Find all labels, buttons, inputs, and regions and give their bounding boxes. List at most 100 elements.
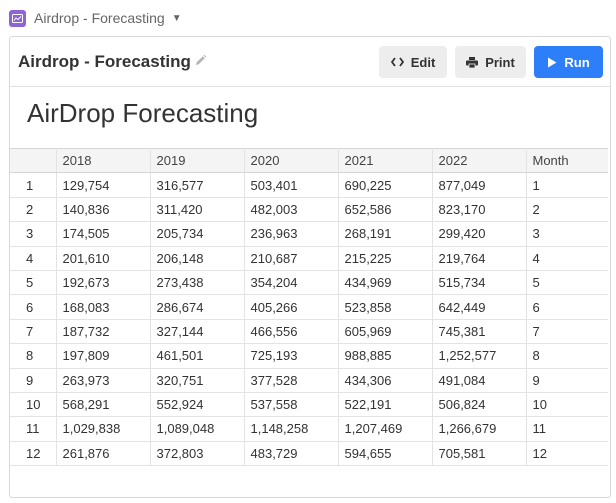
table-cell: 1,029,838 xyxy=(56,416,151,442)
report-block: Airdrop - Forecasting Edit xyxy=(9,36,611,498)
month-cell: 7 xyxy=(526,319,608,345)
table-cell: 197,809 xyxy=(56,343,151,369)
table-cell: 1,148,258 xyxy=(244,416,339,442)
table-cell: 192,673 xyxy=(56,270,151,296)
table-cell: 594,655 xyxy=(338,441,433,467)
table-cell: 210,687 xyxy=(244,246,339,271)
edit-button[interactable]: Edit xyxy=(379,46,447,78)
table-cell: 168,083 xyxy=(56,294,151,320)
table-cell: 466,556 xyxy=(244,319,339,345)
table-row: 1 129,754 316,577 503,401 690,225 877,04… xyxy=(10,172,608,198)
row-index-cell: 11 xyxy=(10,416,57,442)
row-index-cell: 7 xyxy=(10,319,57,345)
row-index-cell: 10 xyxy=(10,392,57,418)
table-row: 3 174,505 205,734 236,963 268,191 299,42… xyxy=(10,221,608,247)
table-cell: 725,193 xyxy=(244,343,339,369)
column-header-2018: 2018 xyxy=(56,147,151,174)
row-index-cell: 6 xyxy=(10,294,57,320)
month-cell: 4 xyxy=(526,246,608,271)
table-row: 6 168,083 286,674 405,266 523,858 642,44… xyxy=(10,294,608,320)
table-cell: 320,751 xyxy=(150,368,245,393)
table-cell: 482,003 xyxy=(244,197,339,223)
table-cell: 129,754 xyxy=(56,172,151,198)
block-header: Airdrop - Forecasting Edit xyxy=(10,37,610,87)
table-cell: 823,170 xyxy=(432,197,527,223)
table-cell: 605,969 xyxy=(338,319,433,345)
table-cell: 877,049 xyxy=(432,172,527,198)
table-cell: 1,252,577 xyxy=(432,343,527,369)
table-cell: 268,191 xyxy=(338,221,433,247)
app-topbar: Airdrop - Forecasting ▼ xyxy=(0,0,616,36)
table-cell: 491,084 xyxy=(432,368,527,393)
month-cell: 6 xyxy=(526,294,608,320)
play-icon xyxy=(547,57,557,68)
row-index-cell: 9 xyxy=(10,368,57,393)
table-cell: 483,729 xyxy=(244,441,339,467)
table-row: 11 1,029,838 1,089,048 1,148,258 1,207,4… xyxy=(10,416,608,442)
chevron-down-icon[interactable]: ▼ xyxy=(171,12,182,24)
app-title[interactable]: Airdrop - Forecasting xyxy=(34,10,165,26)
table-cell: 537,558 xyxy=(244,392,339,418)
table-cell: 503,401 xyxy=(244,172,339,198)
row-index-cell: 5 xyxy=(10,270,57,296)
table-cell: 206,148 xyxy=(150,246,245,271)
table-cell: 690,225 xyxy=(338,172,433,198)
block-title: Airdrop - Forecasting xyxy=(18,52,191,71)
chart-app-icon xyxy=(9,9,26,27)
table-cell: 1,089,048 xyxy=(150,416,245,442)
column-header-2021: 2021 xyxy=(338,147,433,174)
table-cell: 522,191 xyxy=(338,392,433,418)
table-cell: 140,836 xyxy=(56,197,151,223)
column-header-2019: 2019 xyxy=(150,147,245,174)
table-row: 9 263,973 320,751 377,528 434,306 491,08… xyxy=(10,368,608,393)
table-cell: 506,824 xyxy=(432,392,527,418)
table-cell: 1,207,469 xyxy=(338,416,433,442)
table-header-row: 2018 2019 2020 2021 2022 Month xyxy=(10,147,608,174)
table-row: 10 568,291 552,924 537,558 522,191 506,8… xyxy=(10,392,608,418)
month-cell: 10 xyxy=(526,392,608,418)
table-cell: 236,963 xyxy=(244,221,339,247)
table-row: 7 187,732 327,144 466,556 605,969 745,38… xyxy=(10,319,608,345)
month-cell: 3 xyxy=(526,221,608,247)
edit-button-label: Edit xyxy=(410,54,436,70)
table-cell: 205,734 xyxy=(150,221,245,247)
month-cell: 2 xyxy=(526,197,608,223)
table-cell: 652,586 xyxy=(338,197,433,223)
pencil-icon[interactable] xyxy=(194,54,207,72)
table-cell: 1,266,679 xyxy=(432,416,527,442)
table-cell: 434,969 xyxy=(338,270,433,296)
table-cell: 215,225 xyxy=(338,246,433,271)
row-index-cell: 1 xyxy=(10,172,57,198)
table-cell: 286,674 xyxy=(150,294,245,320)
table-cell: 642,449 xyxy=(432,294,527,320)
row-index-cell: 12 xyxy=(10,441,57,467)
print-button[interactable]: Print xyxy=(455,46,526,78)
column-header-2022: 2022 xyxy=(432,147,527,174)
month-cell: 9 xyxy=(526,368,608,393)
table-row: 8 197,809 461,501 725,193 988,885 1,252,… xyxy=(10,343,608,369)
table-cell: 523,858 xyxy=(338,294,433,320)
table-cell: 552,924 xyxy=(150,392,245,418)
table-cell: 745,381 xyxy=(432,319,527,345)
table-cell: 201,610 xyxy=(56,246,151,271)
report-heading: AirDrop Forecasting xyxy=(27,98,259,128)
column-header-2020: 2020 xyxy=(244,147,339,174)
table-cell: 261,876 xyxy=(56,441,151,467)
run-button-label: Run xyxy=(564,54,590,70)
table-cell: 219,764 xyxy=(432,246,527,271)
table-cell: 187,732 xyxy=(56,319,151,345)
column-header-index xyxy=(10,147,57,174)
table-cell: 405,266 xyxy=(244,294,339,320)
month-cell: 1 xyxy=(526,172,608,198)
table-cell: 568,291 xyxy=(56,392,151,418)
row-index-cell: 8 xyxy=(10,343,57,369)
table-cell: 515,734 xyxy=(432,270,527,296)
table-row: 5 192,673 273,438 354,204 434,969 515,73… xyxy=(10,270,608,296)
run-button[interactable]: Run xyxy=(534,46,603,78)
table-cell: 705,581 xyxy=(432,441,527,467)
table-cell: 988,885 xyxy=(338,343,433,369)
month-cell: 5 xyxy=(526,270,608,296)
row-index-cell: 3 xyxy=(10,221,57,247)
printer-icon xyxy=(466,56,479,68)
month-cell: 8 xyxy=(526,343,608,369)
